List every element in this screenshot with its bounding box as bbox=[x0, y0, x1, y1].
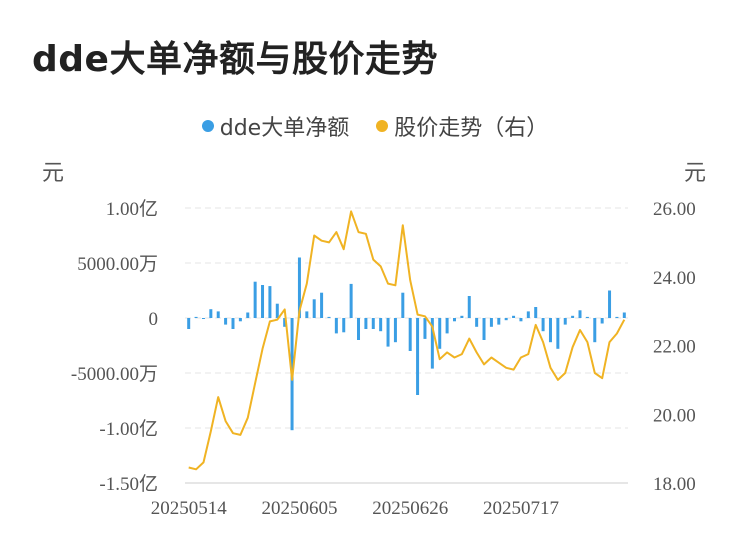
left-tick-label: 0 bbox=[149, 309, 159, 330]
legend-label-dde: dde大单净额 bbox=[219, 116, 350, 141]
dde-bar bbox=[504, 318, 508, 321]
dde-bar bbox=[445, 318, 449, 334]
dde-bar bbox=[526, 311, 530, 318]
x-tick-label: 20250605 bbox=[261, 498, 337, 519]
right-tick-label: 26.00 bbox=[653, 199, 696, 220]
left-tick-label: 1.00亿 bbox=[106, 198, 158, 220]
dde-bar bbox=[401, 292, 405, 318]
legend-item-price[interactable]: 股价走势（右） bbox=[376, 110, 548, 142]
dde-bar bbox=[593, 318, 597, 343]
dde-bar bbox=[548, 318, 552, 343]
legend-label-price: 股价走势（右） bbox=[394, 116, 549, 141]
dde-bar bbox=[489, 318, 493, 327]
dde-bar bbox=[312, 299, 316, 318]
dde-bar bbox=[283, 318, 287, 327]
dde-bar bbox=[563, 318, 567, 325]
x-tick-label: 20250717 bbox=[483, 498, 559, 519]
dde-bar bbox=[556, 318, 560, 349]
left-tick-label: -5000.00万 bbox=[71, 364, 158, 385]
dde-bar bbox=[393, 318, 397, 343]
dde-bar bbox=[379, 318, 383, 332]
dde-bar bbox=[297, 257, 301, 318]
dde-bar bbox=[305, 311, 309, 318]
dde-bar bbox=[416, 318, 420, 395]
dde-bar bbox=[608, 290, 612, 318]
dde-bar bbox=[327, 316, 331, 318]
dde-bar bbox=[334, 318, 338, 334]
price-line bbox=[188, 210, 626, 471]
right-tick-label: 18.00 bbox=[653, 474, 696, 495]
dde-bar bbox=[371, 318, 375, 329]
left-tick-label: -1.50亿 bbox=[99, 473, 158, 495]
dde-bar bbox=[320, 292, 324, 318]
dde-bar bbox=[187, 318, 191, 329]
dde-bar bbox=[541, 318, 545, 332]
dde-bar bbox=[585, 316, 589, 318]
x-tick-label: 20250626 bbox=[372, 498, 448, 519]
dde-bar bbox=[578, 310, 582, 318]
dde-bar bbox=[231, 318, 235, 329]
legend-dot-icon bbox=[376, 120, 389, 132]
dde-bar bbox=[209, 309, 213, 318]
dde-bar bbox=[194, 316, 198, 318]
dde-bar bbox=[460, 315, 464, 318]
right-tick-label: 22.00 bbox=[653, 337, 696, 358]
right-unit-label: 元 bbox=[684, 161, 707, 186]
left-unit-label: 元 bbox=[42, 161, 65, 186]
dde-bar bbox=[224, 318, 228, 325]
dde-bar bbox=[430, 318, 434, 369]
dde-bar bbox=[534, 307, 538, 318]
right-tick-label: 24.00 bbox=[653, 268, 696, 289]
dde-bar bbox=[238, 318, 242, 322]
dde-bar bbox=[386, 318, 390, 347]
left-tick-label: -1.00亿 bbox=[99, 418, 158, 440]
dde-bar bbox=[216, 311, 220, 318]
chart-title: dde大单净额与股价走势 bbox=[32, 39, 438, 80]
dde-bar bbox=[246, 312, 250, 318]
dde-bar bbox=[408, 318, 412, 351]
dde-bar bbox=[261, 285, 265, 318]
dde-bar bbox=[357, 318, 361, 340]
dde-bar bbox=[438, 318, 442, 349]
legend-dot-icon bbox=[201, 120, 214, 132]
dde-bar bbox=[342, 318, 346, 333]
dde-bar bbox=[253, 281, 257, 318]
dde-bar bbox=[571, 315, 575, 318]
dde-bar bbox=[349, 283, 353, 318]
dde-bar bbox=[364, 318, 368, 329]
dde-bar bbox=[600, 318, 604, 324]
dde-bar bbox=[475, 318, 479, 327]
dde-bar bbox=[615, 316, 619, 318]
dde-bar bbox=[275, 303, 279, 318]
dde-bar bbox=[423, 318, 427, 339]
x-tick-label: 20250514 bbox=[151, 498, 228, 519]
dde-bar bbox=[201, 318, 205, 319]
legend-item-dde[interactable]: dde大单净额 bbox=[201, 110, 350, 142]
dde-bar bbox=[497, 318, 501, 325]
dde-bar bbox=[268, 286, 272, 318]
left-tick-label: 5000.00万 bbox=[77, 254, 158, 275]
legend: dde大单净额 股价走势（右） bbox=[0, 110, 750, 142]
dde-bar bbox=[467, 296, 471, 318]
dde-bar bbox=[622, 312, 626, 318]
dde-bar bbox=[482, 318, 486, 340]
dde-bar bbox=[512, 315, 516, 318]
dde-bar bbox=[519, 318, 523, 322]
dde-bar bbox=[452, 318, 456, 322]
right-tick-label: 20.00 bbox=[653, 405, 696, 426]
